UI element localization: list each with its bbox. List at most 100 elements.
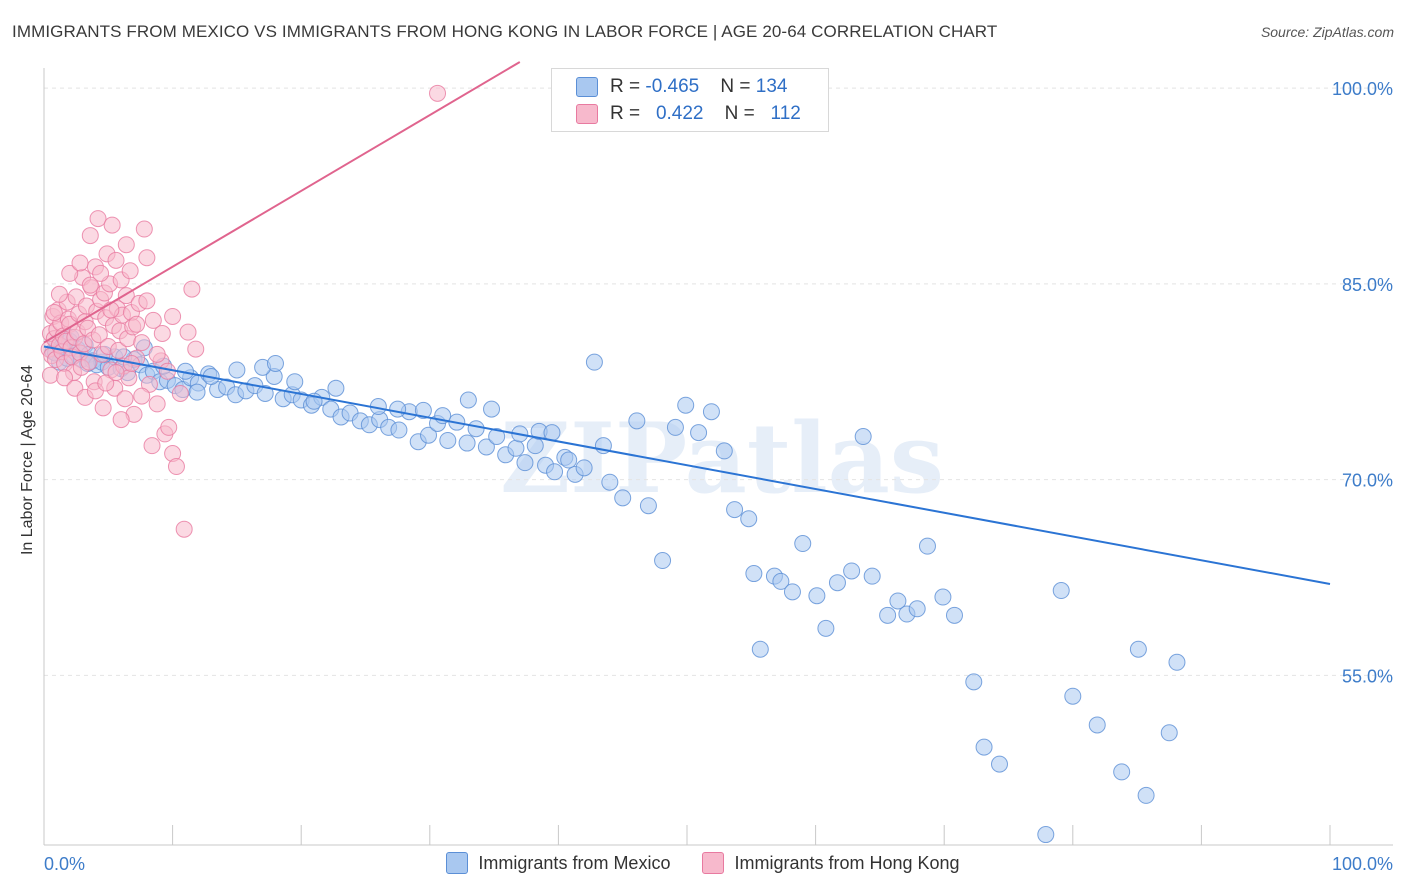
- point-hongkong: [112, 411, 130, 429]
- point-hongkong: [128, 315, 146, 333]
- trend-line-hongkong: [43, 61, 521, 344]
- stats-text-mexico: R = -0.465 N = 134: [610, 75, 788, 97]
- point-mexico: [543, 424, 561, 442]
- point-hongkong: [140, 375, 158, 393]
- point-mexico: [794, 535, 812, 553]
- point-mexico: [327, 379, 345, 397]
- point-mexico: [256, 384, 274, 402]
- point-mexico: [740, 510, 758, 528]
- point-mexico: [745, 565, 763, 583]
- point-hongkong: [107, 251, 125, 269]
- point-hongkong: [135, 220, 153, 238]
- stats-r-hongkong: 0.422: [655, 102, 704, 124]
- point-hongkong: [81, 276, 99, 294]
- point-hongkong: [71, 254, 89, 272]
- stats-n-hongkong: 112: [770, 102, 801, 124]
- point-mexico: [614, 489, 632, 507]
- point-mexico: [575, 459, 593, 477]
- point-mexico: [546, 463, 564, 481]
- stats-swatch-mexico: [576, 76, 598, 97]
- point-hongkong: [143, 437, 161, 455]
- point-hongkong: [167, 458, 185, 476]
- stats-swatch-hongkong: [576, 103, 598, 124]
- legend: Immigrants from Mexico Immigrants from H…: [0, 852, 1406, 874]
- point-mexico: [918, 537, 936, 555]
- point-mexico: [702, 403, 720, 421]
- point-hongkong: [110, 341, 128, 359]
- y-axis-label: In Labor Force | Age 20-64: [19, 364, 36, 556]
- point-mexico: [828, 574, 846, 592]
- point-hongkong: [102, 301, 120, 319]
- point-mexico: [889, 592, 907, 610]
- point-hongkong: [121, 262, 139, 280]
- x-tick-label: 0.0%: [44, 854, 85, 874]
- point-hongkong: [164, 307, 182, 325]
- point-mexico: [414, 401, 432, 419]
- point-mexico: [286, 373, 304, 391]
- point-mexico: [666, 418, 684, 436]
- stats-text-hongkong: R = 0.422 N = 112: [610, 102, 801, 124]
- point-hongkong: [148, 345, 166, 363]
- point-hongkong: [41, 366, 59, 384]
- point-mexico: [1037, 826, 1055, 844]
- point-hongkong: [148, 395, 166, 413]
- point-mexico: [677, 396, 695, 414]
- point-hongkong: [103, 216, 121, 234]
- y-tick-label: 100.0%: [1332, 79, 1393, 99]
- point-mexico: [783, 583, 801, 601]
- point-mexico: [526, 437, 544, 455]
- point-mexico: [389, 400, 407, 418]
- point-hongkong: [89, 210, 107, 228]
- point-mexico: [458, 434, 476, 452]
- point-hongkong: [92, 264, 110, 282]
- y-tick-label: 55.0%: [1342, 666, 1393, 686]
- point-mexico: [560, 451, 578, 469]
- point-mexico: [188, 383, 206, 401]
- point-mexico: [1113, 763, 1131, 781]
- point-mexico: [965, 673, 983, 691]
- point-mexico: [477, 438, 495, 456]
- point-hongkong: [107, 364, 125, 382]
- chart-title: IMMIGRANTS FROM MEXICO VS IMMIGRANTS FRO…: [12, 22, 998, 41]
- point-mexico: [390, 421, 408, 439]
- point-hongkong: [56, 369, 74, 387]
- point-hongkong: [171, 384, 189, 402]
- source-label: Source: ZipAtlas.com: [1260, 24, 1394, 40]
- point-mexico: [1168, 653, 1186, 671]
- point-mexico: [843, 562, 861, 580]
- point-mexico: [934, 588, 952, 606]
- point-mexico: [808, 587, 826, 605]
- point-mexico: [439, 431, 457, 449]
- point-mexico: [715, 442, 733, 460]
- point-hongkong: [175, 520, 193, 538]
- legend-label-mexico: Immigrants from Mexico: [478, 852, 671, 873]
- legend-item-hongkong: Immigrants from Hong Kong: [702, 852, 960, 874]
- trend-line-mexico: [43, 345, 1331, 585]
- point-mexico: [420, 426, 438, 444]
- point-mexico: [772, 572, 790, 590]
- point-mexico: [854, 428, 872, 446]
- point-mexico: [945, 606, 963, 624]
- point-mexico: [879, 606, 897, 624]
- point-hongkong: [45, 304, 63, 322]
- y-tick-label: 85.0%: [1342, 275, 1393, 295]
- y-tick-label: 70.0%: [1342, 471, 1393, 491]
- point-mexico: [908, 600, 926, 618]
- point-hongkong: [81, 227, 99, 245]
- point-mexico: [1088, 716, 1106, 734]
- point-hongkong: [179, 323, 197, 341]
- point-hongkong: [61, 264, 79, 282]
- point-hongkong: [160, 418, 178, 436]
- point-mexico: [266, 354, 284, 372]
- point-hongkong: [153, 324, 171, 342]
- point-hongkong: [183, 280, 201, 298]
- stats-box: R = -0.465 N = 134 R = 0.422 N = 112: [551, 68, 829, 132]
- point-mexico: [1160, 724, 1178, 742]
- point-mexico: [1064, 687, 1082, 705]
- point-mexico: [990, 755, 1008, 773]
- point-hongkong: [117, 236, 135, 254]
- point-mexico: [585, 353, 603, 371]
- point-mexico: [690, 424, 708, 442]
- point-hongkong: [133, 334, 151, 352]
